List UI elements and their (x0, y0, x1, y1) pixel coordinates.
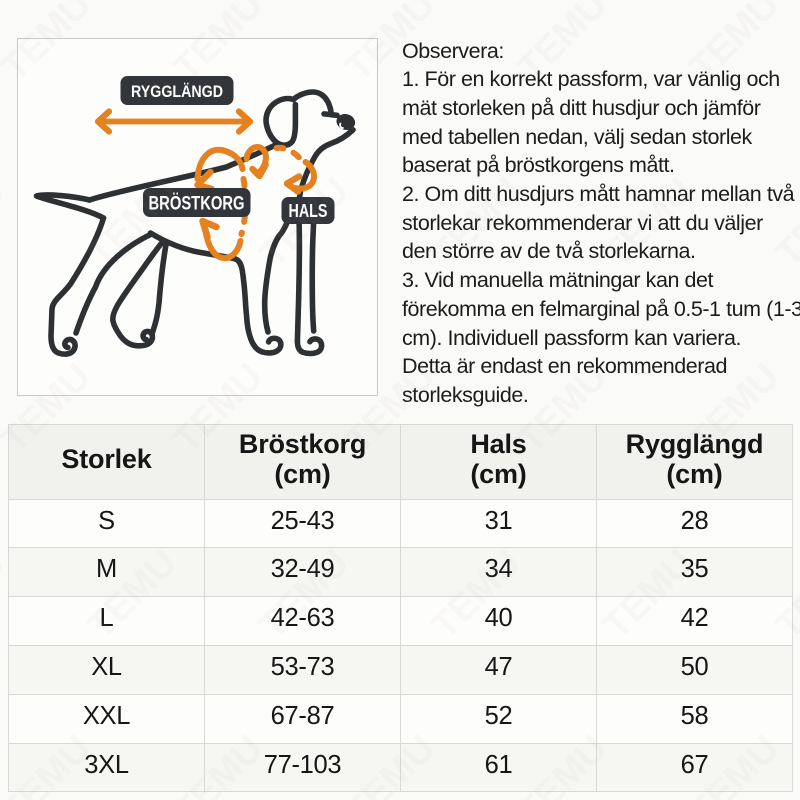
svg-text:HALS: HALS (289, 200, 328, 221)
svg-text:BRÖSTKORG: BRÖSTKORG (149, 194, 245, 215)
svg-text:RYGGLÄNGD: RYGGLÄNGD (131, 82, 223, 101)
